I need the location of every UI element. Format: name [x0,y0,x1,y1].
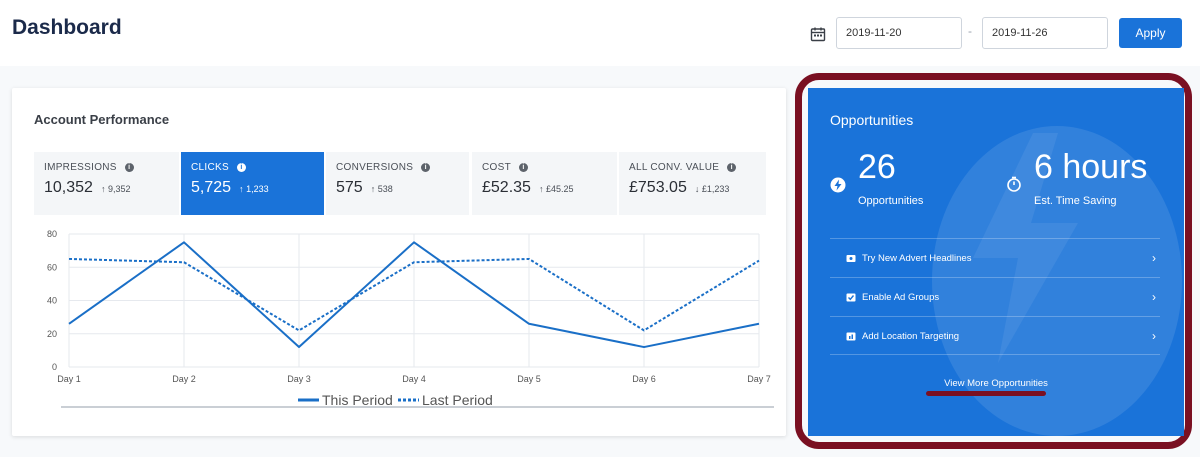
arrow-up-icon: ↑ [100,184,108,194]
x-tick-label: Day 3 [287,374,311,384]
metric-label: COST [482,162,511,173]
bolt-icon [830,177,846,193]
metric-previous: £45.25 [545,184,574,194]
date-from-input[interactable]: 2019-11-20 [836,17,962,49]
info-icon[interactable]: i [421,163,431,172]
opportunity-item-label: Enable Ad Groups [862,291,940,303]
opportunity-item-label: Add Location Targeting [862,330,960,342]
x-tick-label: Day 1 [57,374,81,384]
opportunity-item-location[interactable]: Add Location Targeting › [830,316,1160,355]
info-icon[interactable]: i [124,163,134,172]
divider [830,354,1160,355]
chevron-right-icon: › [1152,329,1156,343]
legend-label: This Period [322,392,393,408]
opportunity-item-label: Try New Advert Headlines [862,252,972,264]
checkbox-icon [846,293,856,301]
metric-value: 10,352 [44,179,93,196]
date-separator: - [968,24,972,38]
background-circle [932,126,1182,436]
metric-previous: 538 [377,184,393,194]
legend-label: Last Period [422,392,493,408]
highlight-underline [926,391,1046,396]
metric-previous: 1,233 [246,184,269,194]
y-tick-label: 0 [52,362,57,372]
lightning-watermark-icon [973,133,1078,363]
x-tick-label: Day 7 [747,374,771,384]
y-tick-label: 40 [47,296,57,306]
y-tick-label: 80 [47,229,57,239]
info-icon[interactable]: i [518,163,528,172]
time-saving-value: 6 hours [1034,148,1148,186]
time-saving-label: Est. Time Saving [1034,195,1117,207]
chevron-right-icon: › [1152,290,1156,304]
account-performance-card: Account Performance IMPRESSIONS i 10,352 ↑… [12,88,786,436]
metric-label: IMPRESSIONS [44,162,117,173]
performance-line-chart: 0 20 40 60 80 Day 1 Day 2 Day 3 Day 4 Day 5 Day 6 D… [47,229,774,408]
y-tick-label: 60 [47,262,57,272]
info-icon[interactable]: i [236,163,246,172]
stopwatch-icon [1007,176,1021,192]
opportunities-title: Opportunities [830,112,914,128]
opportunity-item-ad-groups[interactable]: Enable Ad Groups › [830,277,1160,316]
page-title: Dashboard [12,16,122,39]
opportunities-count-label: Opportunities [858,195,924,207]
calendar-icon[interactable] [810,26,826,42]
metric-value: £52.35 [482,179,531,196]
metric-tab-cost[interactable]: COST i £52.35 ↑ £45.25 [472,152,617,215]
metric-tab-all-conv-value[interactable]: ALL CONV. VALUE i £753.05 ↓ £1,233 [619,152,766,215]
metric-tab-impressions[interactable]: IMPRESSIONS i 10,352 ↑ 9,352 [34,152,179,215]
metric-previous: 9,352 [107,184,131,194]
x-tick-label: Day 5 [517,374,541,384]
metric-label: ALL CONV. VALUE [629,162,720,173]
x-tick-label: Day 6 [632,374,656,384]
metric-value: 575 [336,179,363,196]
opportunities-card: Opportunities 26 Opportunities 6 hours E… [808,88,1184,436]
view-more-opportunities-link[interactable]: View More Opportunities [944,378,1048,389]
chevron-right-icon: › [1152,251,1156,265]
ticket-icon [846,254,856,262]
arrow-up-icon: ↑ [370,184,378,194]
opportunity-item-headlines[interactable]: Try New Advert Headlines › [830,238,1160,277]
y-tick-label: 20 [47,329,57,339]
metric-label: CONVERSIONS [336,162,414,173]
arrow-down-icon: ↓ [694,184,702,194]
opportunities-count: 26 [858,148,896,186]
x-tick-label: Day 4 [402,374,426,384]
metric-label: CLICKS [191,162,229,173]
metric-tab-conversions[interactable]: CONVERSIONS i 575 ↑ 538 [326,152,469,215]
apply-button[interactable]: Apply [1119,18,1182,48]
date-to-input[interactable]: 2019-11-26 [982,17,1108,49]
info-icon[interactable]: i [727,163,737,172]
highlight-frame [795,73,1192,449]
arrow-up-icon: ↑ [239,184,247,194]
metric-tab-clicks[interactable]: CLICKS i 5,725 ↑ 1,233 [181,152,324,215]
arrow-up-icon: ↑ [538,184,546,194]
location-icon [846,332,856,340]
x-tick-label: Day 2 [172,374,196,384]
metric-value: £753.05 [629,179,687,196]
metric-value: 5,725 [191,179,232,196]
metric-previous: £1,233 [701,184,730,194]
card-title: Account Performance [34,112,170,127]
